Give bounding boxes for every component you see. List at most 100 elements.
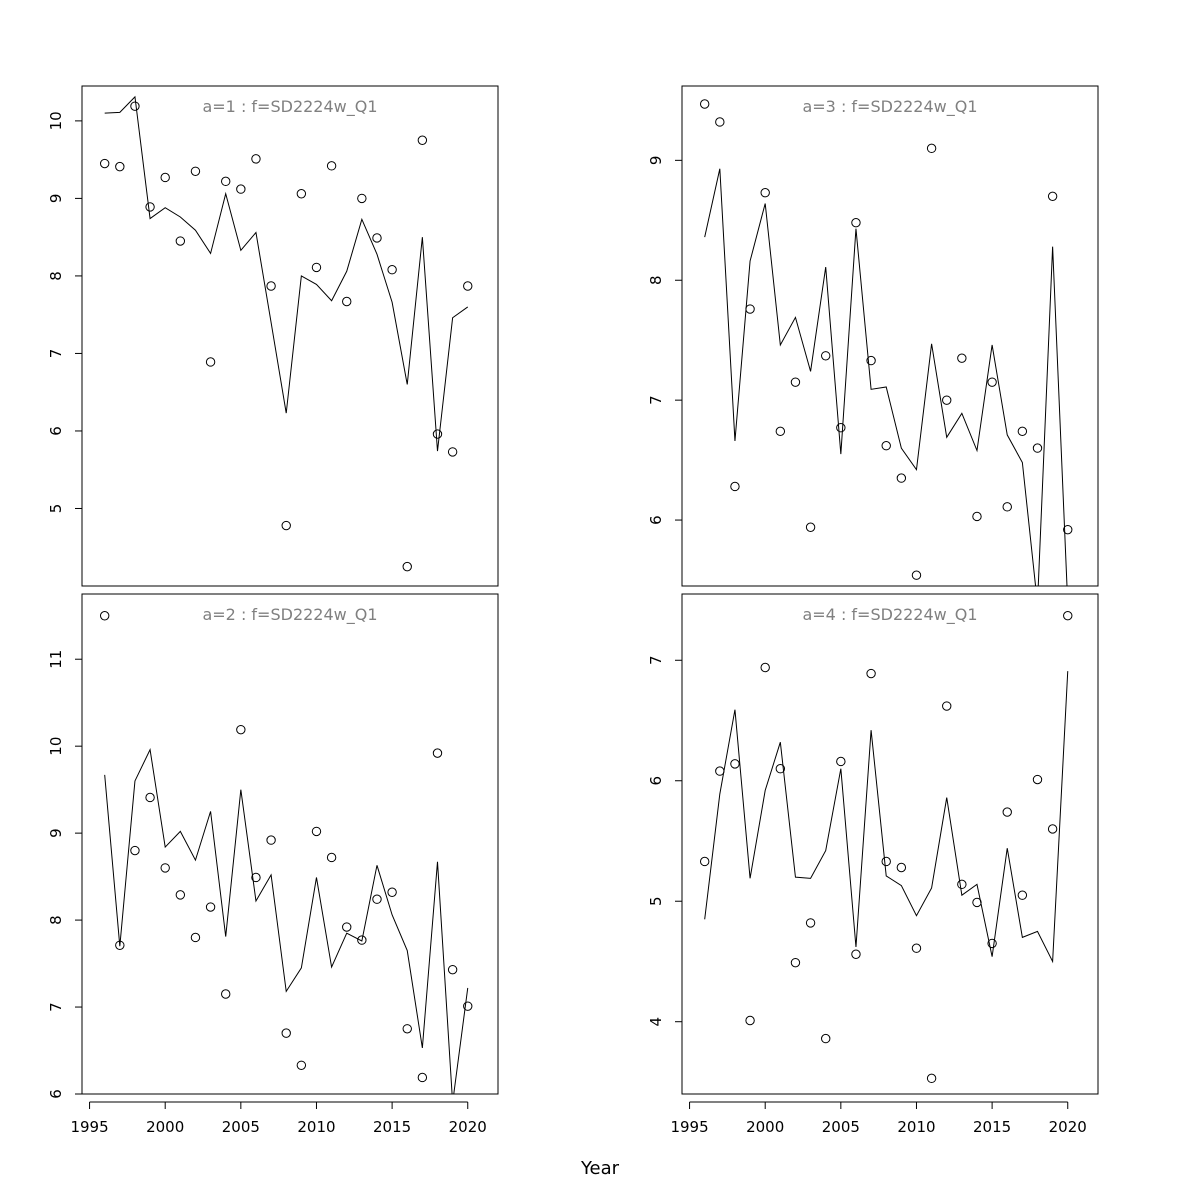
- y-tick-label: 8: [47, 915, 65, 925]
- observed-point: [821, 1033, 831, 1044]
- observed-point: [296, 189, 307, 199]
- observed-point: [715, 766, 725, 776]
- observed-point: [432, 748, 443, 758]
- observed-point: [851, 949, 861, 959]
- observed-point: [342, 296, 352, 307]
- observed-point: [760, 662, 770, 673]
- observed-point: [987, 938, 997, 949]
- observed-point: [160, 172, 170, 183]
- fitted-line: [104, 95, 469, 452]
- observed-point: [251, 872, 261, 883]
- x-tick-label: 2005: [222, 1118, 260, 1136]
- plot-frame: [681, 85, 1099, 587]
- panel-a3: 6 7 8 9 a=3 : f=SD2224w_Q1: [647, 85, 1099, 587]
- observed-point: [1002, 807, 1012, 817]
- observed-point: [205, 902, 216, 912]
- y-tick-label: 9: [47, 828, 65, 838]
- y-tick-label: 7: [647, 395, 665, 405]
- y-tick-label: 6: [47, 426, 65, 436]
- observed-point: [130, 845, 140, 856]
- observed-point: [221, 176, 231, 187]
- fitted-line: [704, 671, 1069, 964]
- x-tick-label: 2010: [297, 1118, 335, 1136]
- observed-point: [463, 1001, 473, 1011]
- observed-point: [730, 759, 740, 769]
- observed-point: [942, 395, 952, 405]
- observed-point: [145, 792, 155, 803]
- observed-point: [926, 143, 937, 154]
- observed-point: [942, 701, 952, 711]
- observed-point: [987, 377, 997, 387]
- observed-point: [699, 99, 710, 109]
- observed-point: [311, 262, 322, 273]
- observed-point: [836, 423, 846, 433]
- x-tick-label: 2015: [373, 1118, 411, 1136]
- observed-point: [402, 1024, 412, 1034]
- observed-point: [1002, 502, 1012, 512]
- observed-point: [447, 964, 458, 975]
- panel-title: a=4 : f=SD2224w_Q1: [802, 605, 977, 625]
- y-tick-label: 8: [47, 271, 65, 281]
- fitted-line: [104, 747, 469, 1094]
- observed-point: [805, 918, 816, 928]
- observed-point: [357, 193, 367, 204]
- observed-point: [190, 166, 201, 176]
- observed-point: [805, 522, 816, 532]
- observed-point: [1032, 443, 1043, 453]
- y-tick-label: 4: [647, 1017, 665, 1027]
- observed-point: [326, 852, 337, 863]
- observed-point: [836, 756, 846, 767]
- y-tick-label: 7: [47, 1002, 65, 1012]
- panel-title: a=3 : f=SD2224w_Q1: [802, 97, 977, 117]
- observed-point: [372, 894, 382, 904]
- observed-point: [1047, 824, 1058, 834]
- observed-point: [99, 611, 110, 621]
- x-tick-label: 2000: [146, 1118, 184, 1136]
- observed-point: [115, 161, 125, 172]
- observed-point: [432, 429, 443, 439]
- observed-point: [699, 856, 710, 867]
- x-axis-label: Year: [580, 1158, 620, 1179]
- y-tick-label: 7: [647, 655, 665, 665]
- observed-point: [236, 724, 246, 735]
- observed-point: [266, 281, 276, 291]
- observed-point: [387, 265, 397, 275]
- x-tick-label: 2015: [973, 1118, 1011, 1136]
- observed-point: [417, 135, 428, 145]
- observed-point: [881, 441, 891, 451]
- plot-frame: [81, 593, 499, 1095]
- observed-point: [190, 932, 201, 943]
- plot-frame: [681, 593, 1099, 1095]
- observed-point: [760, 188, 770, 198]
- observed-point: [851, 217, 861, 228]
- observed-point: [790, 377, 801, 387]
- observed-point: [236, 184, 246, 194]
- x-tick-label: 2020: [449, 1118, 487, 1136]
- observed-point: [175, 890, 186, 900]
- y-tick-label: 6: [647, 515, 665, 525]
- y-tick-label: 6: [47, 1089, 65, 1099]
- y-tick-label: 10: [47, 737, 65, 756]
- x-tick-label: 1995: [70, 1118, 108, 1136]
- observed-point: [205, 357, 216, 367]
- observed-point: [130, 101, 140, 111]
- observed-point: [447, 447, 458, 457]
- observed-point: [99, 158, 110, 169]
- observed-point: [175, 236, 186, 246]
- y-tick-label: 8: [647, 275, 665, 285]
- plot-area: [699, 99, 1073, 586]
- observed-point: [911, 943, 922, 953]
- x-tick-label: 2010: [897, 1118, 935, 1136]
- y-tick-label: 11: [47, 650, 65, 669]
- y-tick-label: 5: [647, 896, 665, 906]
- observed-point: [311, 826, 322, 837]
- x-tick-label: 1995: [670, 1118, 708, 1136]
- observed-point: [790, 957, 801, 968]
- observed-point: [281, 1028, 291, 1038]
- observed-point: [926, 1073, 937, 1084]
- fitted-line: [704, 168, 1068, 586]
- observed-point: [281, 520, 291, 531]
- observed-point: [745, 1015, 755, 1026]
- observed-point: [1017, 426, 1028, 437]
- observed-point: [296, 1060, 307, 1071]
